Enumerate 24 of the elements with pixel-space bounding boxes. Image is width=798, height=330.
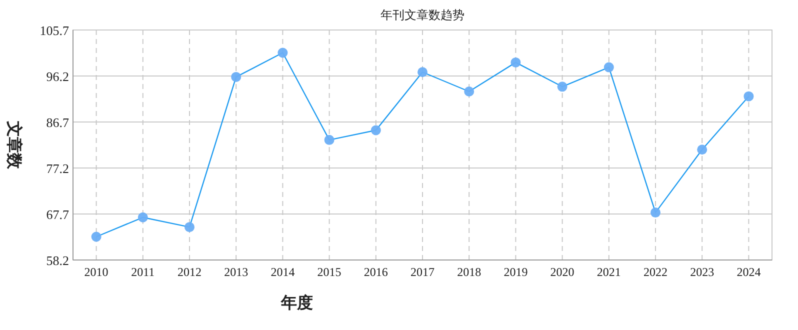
y-tick-label: 58.2 <box>46 253 69 268</box>
x-tick-label: 2014 <box>270 265 295 279</box>
x-tick-label: 2022 <box>644 265 668 279</box>
y-tick-label: 105.7 <box>40 23 70 38</box>
x-tick-label: 2021 <box>596 265 621 279</box>
x-tick-label: 2024 <box>736 265 761 279</box>
x-tick-label: 2013 <box>224 265 248 279</box>
x-tick-label: 2023 <box>690 265 714 279</box>
y-tick-label: 67.7 <box>46 207 70 222</box>
y-axis-title: 文章数 <box>5 120 23 170</box>
x-axis-title: 年度 <box>280 293 313 312</box>
x-tick-label: 2015 <box>317 265 342 279</box>
x-tick-label: 2018 <box>457 265 482 279</box>
y-tick-label: 86.7 <box>46 115 70 130</box>
y-tick-label: 77.2 <box>46 161 69 176</box>
x-tick-label: 2010 <box>84 265 108 279</box>
x-tick-label: 2017 <box>410 265 434 279</box>
x-tick-label: 2016 <box>364 265 388 279</box>
x-tick-label: 2012 <box>178 265 202 279</box>
chart-title: 年刊文章数趋势 <box>380 8 464 22</box>
y-tick-label: 96.2 <box>46 69 69 84</box>
x-tick-label: 2020 <box>550 265 574 279</box>
x-tick-label: 2019 <box>504 265 528 279</box>
x-tick-label: 2011 <box>131 265 155 279</box>
